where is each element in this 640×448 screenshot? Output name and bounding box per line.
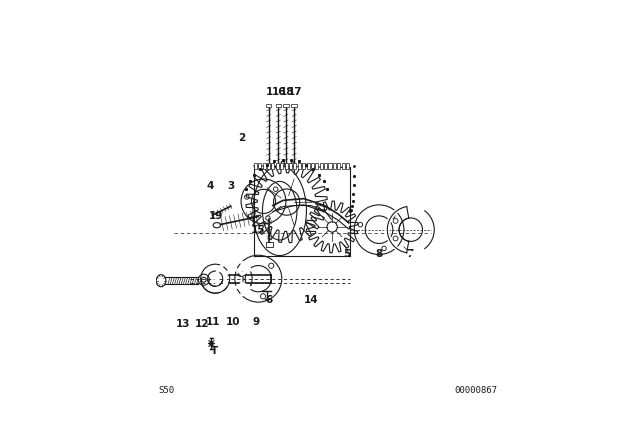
Text: 4: 4 (206, 181, 214, 190)
Bar (291, 104, 297, 107)
Text: 1: 1 (266, 87, 273, 97)
Bar (324, 163, 327, 168)
Bar (283, 104, 289, 107)
Bar (311, 163, 314, 168)
Bar (346, 163, 349, 168)
Bar (276, 104, 281, 107)
Bar (316, 163, 318, 168)
Text: 17: 17 (288, 87, 303, 97)
Bar (328, 163, 332, 168)
Text: 2: 2 (238, 133, 245, 143)
Bar (280, 163, 284, 168)
Text: 16: 16 (272, 87, 286, 97)
Text: 19: 19 (209, 211, 223, 221)
Bar (276, 163, 279, 168)
Text: 8: 8 (376, 249, 383, 259)
Bar (258, 163, 261, 168)
Text: 00000867: 00000867 (455, 386, 498, 395)
Bar (298, 163, 301, 168)
Bar (266, 104, 271, 107)
Bar (302, 163, 305, 168)
Text: S50: S50 (158, 386, 175, 395)
Text: 18: 18 (280, 87, 294, 97)
Bar (266, 242, 273, 247)
Text: 10: 10 (225, 317, 240, 327)
Bar (254, 163, 257, 168)
Text: T: T (211, 346, 218, 356)
Bar (307, 163, 310, 168)
Bar (262, 163, 266, 168)
Bar (337, 163, 340, 168)
Bar (285, 163, 287, 168)
Text: 15: 15 (251, 225, 266, 235)
Text: 7: 7 (406, 249, 414, 259)
Text: 13: 13 (176, 319, 190, 328)
Bar (342, 163, 345, 168)
Bar (333, 163, 336, 168)
Bar (320, 163, 323, 168)
Text: 11: 11 (206, 317, 221, 327)
Text: 3: 3 (228, 181, 235, 190)
Text: 6: 6 (266, 295, 273, 305)
Bar (267, 163, 270, 168)
Text: 12: 12 (195, 319, 210, 328)
Bar (271, 163, 275, 168)
Text: 9: 9 (253, 317, 260, 327)
Bar (293, 163, 296, 168)
Text: 14: 14 (303, 295, 318, 305)
Text: 5: 5 (343, 249, 351, 259)
Bar (289, 163, 292, 168)
